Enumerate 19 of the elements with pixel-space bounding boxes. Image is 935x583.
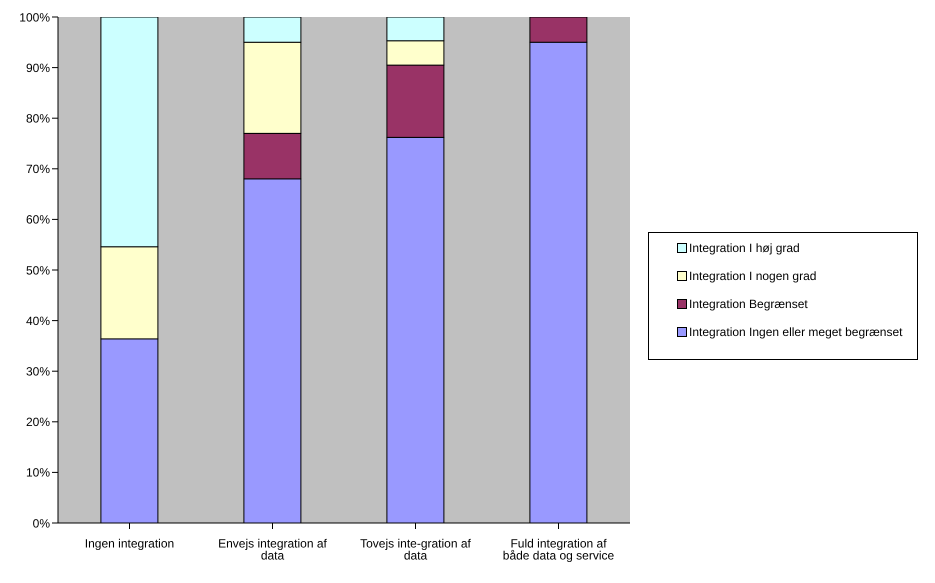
y-tick-label: 100%	[19, 10, 50, 24]
y-tick-label: 10%	[26, 466, 50, 480]
legend-label: Integration Ingen eller meget begrænset	[689, 324, 902, 338]
y-tick-label: 60%	[26, 212, 50, 227]
x-tick-label: Tovejs inte-gration af data	[360, 536, 472, 563]
x-tick-label: Ingen integration	[84, 536, 174, 551]
legend-label: Integration Begrænset	[689, 296, 808, 310]
y-tick-label: 30%	[26, 364, 50, 378]
y-tick-label: 80%	[26, 111, 50, 126]
y-tick-label: 70%	[26, 162, 50, 176]
x-tick-label: Fuld integration af både data og service	[502, 536, 615, 563]
y-tick-label: 50%	[26, 263, 50, 278]
legend-label: Integration I høj grad	[689, 240, 800, 254]
y-tick-label: 20%	[26, 415, 50, 430]
y-tick-label: 0%	[32, 516, 50, 530]
x-tick-label: Envejs integration af data	[218, 536, 328, 563]
legend-label: Integration I nogen grad	[689, 268, 816, 282]
y-tick-label: 40%	[26, 314, 50, 328]
y-tick-label: 90%	[26, 60, 50, 75]
